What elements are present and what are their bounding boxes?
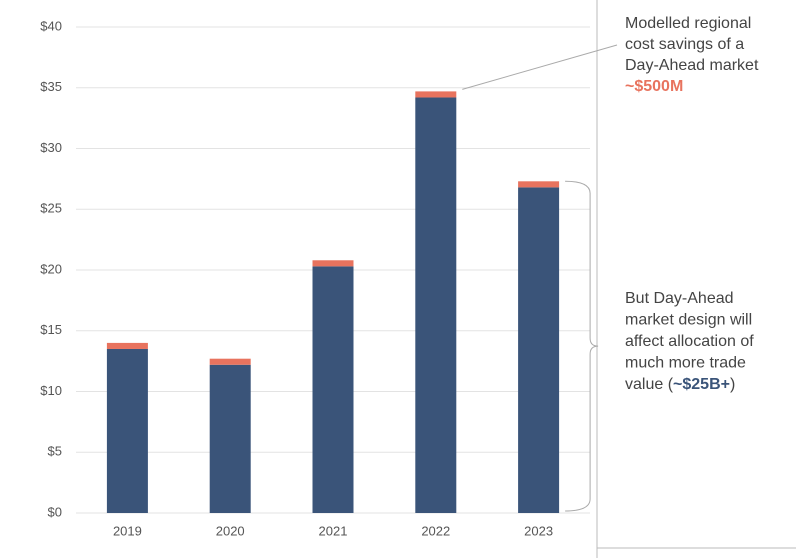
annotation-suffix: ) xyxy=(730,376,735,393)
annotation: But Day-Ahead market design will affect al… xyxy=(625,290,754,393)
annotation-line: affect allocation of xyxy=(625,333,754,350)
annotation-line: value ( xyxy=(625,376,674,393)
annotation-line: cost savings of a xyxy=(625,36,744,53)
bar-segment xyxy=(106,348,148,513)
x-tick-label: 2019 xyxy=(113,523,142,538)
x-tick-label: 2021 xyxy=(319,523,348,538)
y-tick-label: $30 xyxy=(40,140,62,155)
annotation-line: market design will xyxy=(625,312,752,329)
y-tick-label: $10 xyxy=(40,383,62,398)
x-tick-label: 2023 xyxy=(524,523,553,538)
bar-segment xyxy=(415,97,457,513)
bracket xyxy=(565,180,599,512)
annotation-highlight: ~$500M xyxy=(625,78,683,95)
bar-segment xyxy=(415,91,457,98)
bar-segment xyxy=(209,364,251,513)
bar-segment xyxy=(106,342,148,349)
bar-segment xyxy=(518,181,560,188)
y-tick-label: $40 xyxy=(40,18,62,33)
annotation-line: Day-Ahead market xyxy=(625,57,759,74)
bar-segment xyxy=(518,187,560,513)
y-tick-label: $35 xyxy=(40,79,62,94)
annotation: Modelled regional cost savings of a Day-Ah… xyxy=(625,15,759,95)
y-tick-label: $5 xyxy=(48,444,62,459)
y-tick-label: $0 xyxy=(48,504,62,519)
x-tick-label: 2020 xyxy=(216,523,245,538)
y-tick-label: $25 xyxy=(40,201,62,216)
y-tick-label: $20 xyxy=(40,261,62,276)
annotation-line: much more trade xyxy=(625,355,746,372)
bar-segment xyxy=(209,358,251,365)
annotation-line: Modelled regional xyxy=(625,15,751,32)
connector xyxy=(462,44,618,90)
x-tick-label: 2022 xyxy=(421,523,450,538)
y-tick-label: $15 xyxy=(40,322,62,337)
bar-segment xyxy=(312,266,354,513)
bar-segment xyxy=(312,260,354,267)
annotation-line: But Day-Ahead xyxy=(625,290,734,307)
annotation-highlight: ~$25B+ xyxy=(673,376,730,393)
